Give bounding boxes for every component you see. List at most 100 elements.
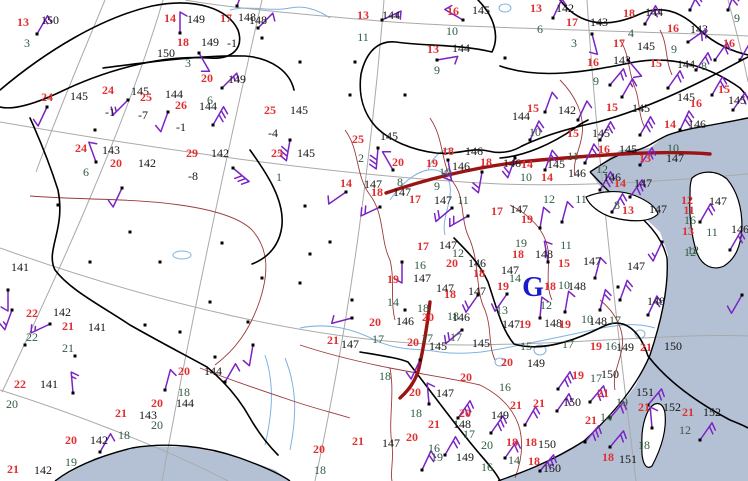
dewpoint-value: 14 [509,271,521,285]
dewpoint-value: 3 [185,56,191,70]
station-dot [598,188,602,192]
wind-barb [490,293,508,312]
dewpoint-value: 12 [679,423,691,437]
province-border [659,29,673,76]
station-dot [638,133,642,137]
wind-barb [110,99,129,116]
wind-barb [457,400,475,419]
wind-barb [589,385,607,403]
temperature-value: 18 [177,35,189,49]
river-line [427,147,453,171]
dewpoint-value: 12 [687,243,699,257]
temperature-value: 16 [667,21,679,35]
pressure-value: 146 [731,222,748,236]
temperature-value: 16 [723,36,735,50]
station-dot [260,276,264,280]
pressure-centre-layer: G [522,272,544,303]
station-dot [126,98,130,102]
pressure-value: 145 [728,93,746,107]
pressure-value: -8 [188,169,198,183]
wind-barb [552,0,568,19]
temperature-value: 19 [387,272,399,286]
temperature-value: 13 [622,203,634,217]
front-layer [384,150,712,400]
pressure-value: 145 [592,126,610,140]
pressure-value: 149 [456,450,474,464]
pressure-value: 146 [688,117,706,131]
graticule-line [727,0,748,83]
wind-barb [426,382,436,405]
wind-barb [584,425,602,443]
station-dot [598,138,602,142]
station-dot [260,36,264,40]
pressure-value: -1 [227,36,237,50]
wind-barb [504,440,522,459]
temperature-value: 16 [598,142,610,156]
wind-barb [449,215,469,228]
temperature-value: 18 [506,435,518,449]
wind-barb [577,100,593,121]
border-line [499,59,748,99]
sea-fill [55,446,290,481]
station-dot [555,409,559,413]
front-line [398,300,432,400]
dewpoint-value: 9 [434,63,440,77]
temperature-value: 15 [558,256,570,270]
station-dot [443,453,447,457]
station-dot [698,438,702,442]
pressure-value: 147 [413,271,431,285]
wind-barb [599,171,616,191]
sea-layer [55,118,748,481]
temperature-value: 20 [151,396,163,410]
wind-barb [529,120,545,141]
dewpoint-value: 22 [26,330,38,344]
temperature-value: 13 [530,1,542,15]
pressure-value: 148 [535,247,553,261]
border-line [521,56,748,147]
graticule-line [0,121,748,186]
station-dot [403,308,407,312]
temperature-value: 16 [447,4,459,18]
dewpoint-value: 14 [600,410,612,424]
wind-barb [687,29,707,43]
wind-barb [584,143,600,164]
station-dot [10,308,14,312]
pressure-value: -4 [268,126,278,140]
temperature-value: 26 [175,98,187,112]
dewpoint-value: 19 [515,236,527,250]
river-line [264,354,272,446]
pressure-value: 149 [228,72,246,86]
pressure-value: 146 [396,314,414,328]
temperature-value: 18 [371,185,383,199]
dewpoint-value: 20 [6,397,18,411]
border-line [0,2,241,109]
pressure-value: 149 [491,408,509,422]
wind-barb [629,179,647,198]
province-border [479,384,523,479]
dewpoint-value: 16 [684,213,696,227]
station-dot [688,8,692,12]
pressure-value: 142 [556,1,574,15]
station-dot [538,316,542,320]
dewpoint-value: 17 [372,332,384,346]
wind-barb [232,167,250,185]
station-dot [593,276,597,280]
temperature-value: 15 [527,101,539,115]
wind-barb [667,70,685,89]
wind-barb [609,401,627,419]
station-dot [231,166,235,170]
wind-barb [154,111,169,133]
border-line [453,237,748,429]
dewpoint-value: 11 [706,225,718,239]
temperature-value: 14 [614,176,626,190]
pressure-value: 144 [512,109,530,123]
station-dot [223,380,227,384]
coast-layer [54,117,748,481]
station-dot [98,450,102,454]
temperature-value: 14 [521,157,533,171]
station-dot [738,58,742,62]
pressure-value: 150 [538,437,556,451]
temperature-value: 16 [690,96,702,110]
